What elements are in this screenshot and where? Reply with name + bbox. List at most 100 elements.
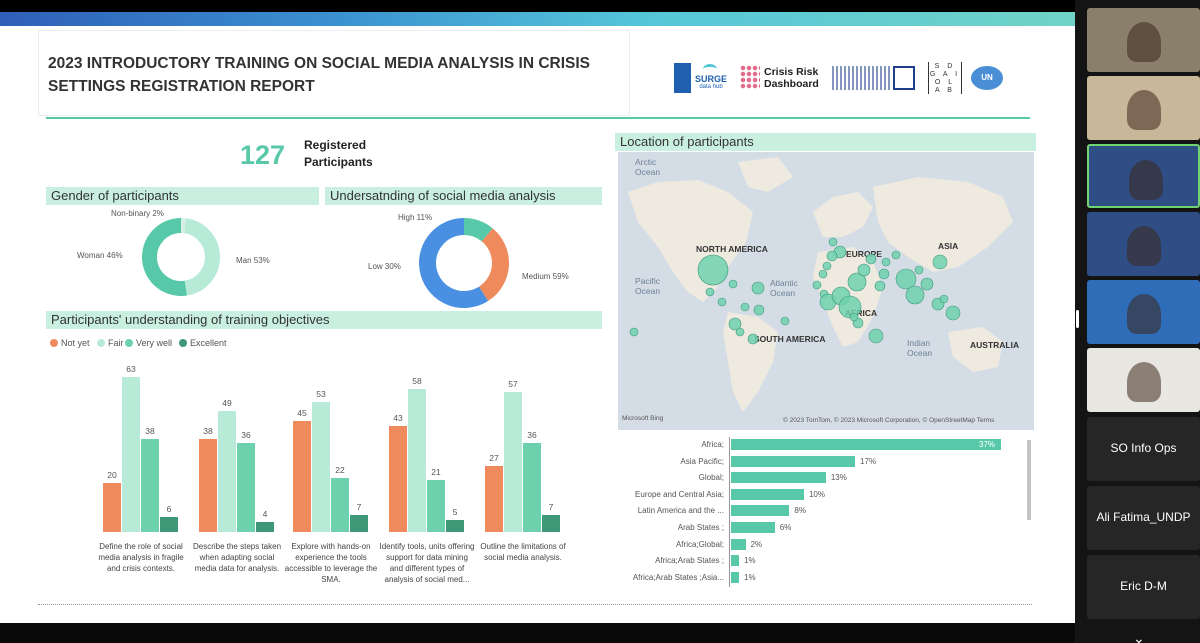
panel-resize-handle[interactable]	[1076, 310, 1079, 328]
region-bar[interactable]	[731, 505, 790, 517]
title-rule	[46, 117, 1030, 119]
map-bubble[interactable]	[740, 302, 750, 312]
participant-video	[1127, 90, 1161, 130]
registered-label: Registered Participants	[304, 137, 373, 171]
region-bar[interactable]	[731, 488, 804, 500]
objective-bar[interactable]	[389, 426, 407, 532]
objective-bar-value: 27	[489, 452, 499, 463]
un-logo-text: UN	[981, 73, 993, 82]
objective-bar[interactable]	[141, 438, 159, 532]
map-bubble[interactable]	[849, 312, 859, 322]
understanding-donut	[419, 218, 509, 308]
participant-tile[interactable]	[1087, 76, 1200, 140]
map-bubble[interactable]	[891, 250, 901, 260]
map-bubble[interactable]	[751, 281, 765, 295]
objective-bar[interactable]	[427, 480, 445, 532]
legend-fair[interactable]: Fair	[97, 338, 124, 348]
understanding-slice-low[interactable]	[478, 228, 509, 301]
participant-tile[interactable]: Ali Fatima_UNDP	[1087, 486, 1200, 550]
map-bubble[interactable]	[865, 253, 877, 265]
map-bubble[interactable]	[828, 237, 838, 247]
map-bubble[interactable]	[728, 279, 738, 289]
map-bubble[interactable]	[697, 254, 729, 286]
map-bubble[interactable]	[753, 304, 765, 316]
understanding-slice-medium[interactable]	[419, 218, 489, 308]
map-bubble[interactable]	[878, 268, 890, 280]
location-map[interactable]: Arctic Ocean NORTH AMERICA EUROPE ASIA P…	[618, 152, 1034, 430]
objective-bar[interactable]	[485, 465, 503, 532]
objective-bar[interactable]	[542, 514, 560, 532]
objective-bar[interactable]	[331, 477, 349, 532]
map-bubble[interactable]	[868, 328, 884, 344]
region-bar[interactable]	[731, 571, 739, 583]
objective-bar-value: 6	[166, 504, 172, 515]
objective-bar[interactable]	[103, 482, 121, 532]
objective-bar[interactable]	[408, 389, 426, 532]
region-bar[interactable]	[731, 472, 826, 484]
map-bubble[interactable]	[629, 327, 639, 337]
objective-bar[interactable]	[256, 522, 274, 532]
map-bubble[interactable]	[881, 257, 891, 267]
objective-bar[interactable]	[122, 377, 140, 532]
map-bubble[interactable]	[818, 269, 828, 279]
region-bar[interactable]	[731, 455, 856, 467]
objective-bar[interactable]	[446, 519, 464, 532]
understanding-slice-high[interactable]	[463, 218, 493, 242]
objective-bar[interactable]	[350, 514, 368, 532]
region-bar[interactable]	[731, 439, 1001, 450]
region-bar[interactable]	[731, 522, 775, 533]
regions-scrollbar[interactable]	[1027, 440, 1031, 520]
objective-bar[interactable]	[293, 421, 311, 532]
map-bubble[interactable]	[838, 295, 862, 319]
map-bubble[interactable]	[780, 316, 790, 326]
map-bubble[interactable]	[822, 261, 832, 271]
accent-stripe	[0, 12, 1075, 26]
objective-bar[interactable]	[523, 443, 541, 532]
map-bubble[interactable]	[905, 285, 925, 305]
participant-tile[interactable]	[1087, 144, 1200, 208]
map-bubble[interactable]	[939, 294, 949, 304]
objective-bar[interactable]	[160, 517, 178, 532]
map-bubble[interactable]	[914, 265, 924, 275]
map-bubble[interactable]	[932, 254, 948, 270]
legend-excellent[interactable]: Excellent	[179, 338, 227, 348]
legend-not-yet[interactable]: Not yet	[50, 338, 90, 348]
map-bubble[interactable]	[728, 317, 742, 331]
map-bubble[interactable]	[705, 287, 715, 297]
participant-tile[interactable]: Eric D-M	[1087, 555, 1200, 619]
map-copyright[interactable]: © 2023 TomTom, © 2023 Microsoft Corporat…	[783, 417, 995, 424]
map-bubble[interactable]	[735, 327, 745, 337]
map-bubble[interactable]	[857, 263, 871, 277]
objective-bar[interactable]	[218, 411, 236, 532]
objective-bar[interactable]	[199, 438, 217, 532]
map-bubble[interactable]	[874, 280, 886, 292]
chevron-down-icon[interactable]: ⌄	[1133, 630, 1145, 643]
objective-bar[interactable]	[237, 443, 255, 532]
objective-group-label: Identify tools, units offering support f…	[379, 542, 475, 584]
gender-slice-man[interactable]	[142, 218, 188, 296]
map-bubble[interactable]	[847, 272, 867, 292]
participant-tile[interactable]	[1087, 212, 1200, 276]
surge-logo: SURGE data hub	[695, 64, 727, 90]
gender-label-man: Man 53%	[236, 256, 270, 265]
map-bubble[interactable]	[717, 297, 727, 307]
participant-tile[interactable]: SO Info Ops	[1087, 417, 1200, 481]
participant-tile[interactable]	[1087, 348, 1200, 412]
gender-slice-woman[interactable]	[183, 218, 220, 296]
objective-bar[interactable]	[312, 401, 330, 532]
participant-tile[interactable]	[1087, 280, 1200, 344]
map-bubble[interactable]	[895, 268, 917, 290]
objective-bar[interactable]	[504, 391, 522, 532]
map-bubble[interactable]	[747, 333, 759, 345]
legend-very-well[interactable]: Very well	[125, 338, 172, 348]
map-bubble[interactable]	[812, 280, 822, 290]
region-bar[interactable]	[731, 538, 746, 550]
objective-bar-value: 38	[203, 425, 213, 436]
crisis-logo-line1: Crisis Risk	[764, 66, 819, 78]
map-label-australia: AUSTRALIA	[970, 340, 1020, 350]
region-bar[interactable]	[731, 555, 739, 567]
participant-tile[interactable]	[1087, 8, 1200, 72]
map-bubble[interactable]	[920, 277, 934, 291]
map-bubble[interactable]	[945, 305, 961, 321]
map-bubble[interactable]	[826, 250, 838, 262]
